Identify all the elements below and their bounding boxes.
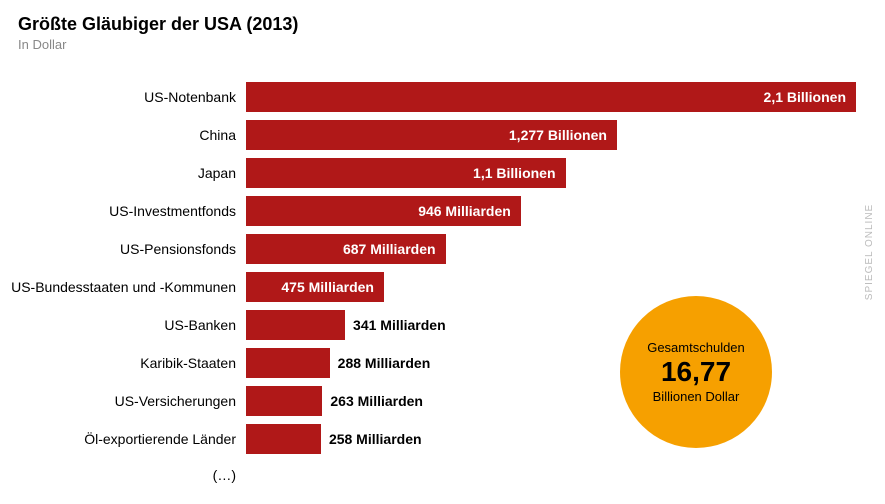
bar: 687 Milliarden — [246, 234, 446, 264]
bar-category-label: US-Versicherungen — [0, 393, 246, 409]
bar-track: 288 Milliarden — [246, 344, 885, 382]
bar-category-label: Karibik-Staaten — [0, 355, 246, 371]
bar-category-label: US-Pensionsfonds — [0, 241, 246, 257]
bar-value-label: 288 Milliarden — [330, 355, 441, 371]
bar-category-label: US-Banken — [0, 317, 246, 333]
bar: 288 Milliarden — [246, 348, 330, 378]
callout-label-top: Gesamtschulden — [647, 340, 745, 355]
bar-value-label: 475 Milliarden — [271, 279, 384, 295]
chart-title: Größte Gläubiger der USA (2013) — [18, 14, 885, 35]
chart-subtitle: In Dollar — [18, 37, 885, 52]
bar-track: 1,277 Billionen — [246, 116, 885, 154]
bar-row: China 1,277 Billionen — [0, 116, 885, 154]
bar-track: 2,1 Billionen — [246, 78, 885, 116]
bar: 341 Milliarden — [246, 310, 345, 340]
bar-row: US-Investmentfonds 946 Milliarden — [0, 192, 885, 230]
bar-value-label: 1,1 Billionen — [463, 165, 565, 181]
bar-value-label: 946 Milliarden — [408, 203, 521, 219]
bar-track: 475 Milliarden — [246, 268, 885, 306]
ellipsis-label: (…) — [0, 467, 246, 483]
bar-track: 946 Milliarden — [246, 192, 885, 230]
bar-row: US-Bundesstaaten und -Kommunen 475 Millia… — [0, 268, 885, 306]
bar-row: Öl-exportierende Länder258 Milliarden — [0, 420, 885, 458]
bar-category-label: US-Investmentfonds — [0, 203, 246, 219]
bar-value-label: 687 Milliarden — [333, 241, 446, 257]
bar-row: US-Pensionsfonds 687 Milliarden — [0, 230, 885, 268]
bar-value-label: 341 Milliarden — [345, 317, 456, 333]
bar: 2,1 Billionen — [246, 82, 856, 112]
bar-value-label: 2,1 Billionen — [754, 89, 856, 105]
bar: 258 Milliarden — [246, 424, 321, 454]
bar-row: US-Notenbank 2,1 Billionen — [0, 78, 885, 116]
bar-track: 687 Milliarden — [246, 230, 885, 268]
bar-category-label: US-Bundesstaaten und -Kommunen — [0, 279, 246, 295]
bar-row: Japan 1,1 Billionen — [0, 154, 885, 192]
bar-value-label: 258 Milliarden — [321, 431, 432, 447]
bar: 475 Milliarden — [246, 272, 384, 302]
total-debt-callout: Gesamtschulden 16,77 Billionen Dollar — [620, 296, 772, 448]
bar: 1,1 Billionen — [246, 158, 566, 188]
bar-category-label: Japan — [0, 165, 246, 181]
bar-track: 341 Milliarden — [246, 306, 885, 344]
bar-category-label: Öl-exportierende Länder — [0, 431, 246, 447]
callout-value: 16,77 — [661, 357, 731, 388]
bar-value-label: 1,277 Billionen — [499, 127, 617, 143]
bar-value-label: 263 Milliarden — [322, 393, 433, 409]
bar: 1,277 Billionen — [246, 120, 617, 150]
bar-track: 258 Milliarden — [246, 420, 885, 458]
callout-label-bottom: Billionen Dollar — [653, 389, 740, 404]
bar: 946 Milliarden — [246, 196, 521, 226]
bar-track: 1,1 Billionen — [246, 154, 885, 192]
bar-chart: US-Notenbank 2,1 Billionen China 1,277 Bill… — [0, 78, 885, 492]
bar-category-label: China — [0, 127, 246, 143]
bar: 263 Milliarden — [246, 386, 322, 416]
ellipsis-row: (…) — [0, 458, 885, 492]
bar-category-label: US-Notenbank — [0, 89, 246, 105]
bar-track: 263 Milliarden — [246, 382, 885, 420]
header: Größte Gläubiger der USA (2013) In Dolla… — [0, 0, 885, 52]
source-label: SPIEGEL ONLINE — [864, 204, 875, 300]
